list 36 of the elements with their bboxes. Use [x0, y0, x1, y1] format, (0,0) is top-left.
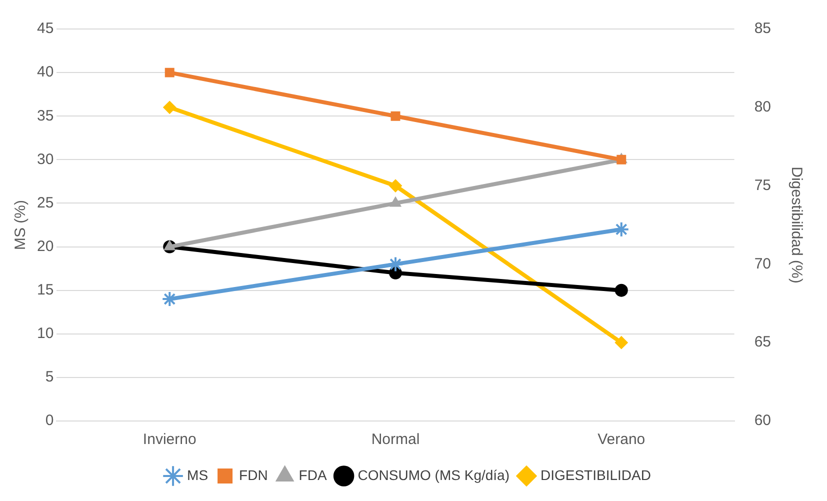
y2-tick-label: 70 — [754, 255, 772, 272]
legend-label: FDA — [298, 466, 328, 483]
legend-label: DIGESTIBILIDAD — [540, 466, 651, 483]
y-tick-label: 30 — [36, 150, 54, 168]
y-tick-label: 20 — [36, 238, 54, 255]
y2-tick-label: 85 — [754, 20, 772, 38]
point — [164, 240, 176, 250]
point — [389, 179, 402, 192]
point — [164, 68, 174, 78]
y2-axis-title: Digestibilidad (%) — [788, 166, 805, 284]
point — [614, 336, 628, 350]
y-tick-label: 45 — [36, 20, 54, 38]
legend-label: FDN — [239, 466, 268, 483]
x-tick-label: Verano — [598, 431, 646, 448]
x-tick-label: Invierno — [142, 431, 196, 448]
point — [613, 221, 630, 238]
y2-tick-label: 75 — [754, 176, 772, 194]
point — [163, 100, 176, 114]
point — [614, 284, 628, 297]
point — [388, 256, 404, 272]
legend-label: CONSUMO (MS Kg/día) — [358, 466, 510, 483]
y-tick-label: 0 — [45, 412, 54, 430]
y-tick-label: 40 — [36, 64, 54, 81]
legend-label: MS — [187, 466, 208, 483]
y-axis-title: MS (%) — [12, 200, 30, 250]
y-tick-label: 15 — [36, 281, 54, 298]
x-tick-label: Normal — [371, 431, 420, 448]
y2-tick-label: 60 — [754, 412, 772, 430]
y-tick-label: 10 — [36, 325, 54, 342]
point — [390, 111, 400, 121]
point — [390, 196, 402, 207]
y-tick-label: 35 — [36, 107, 54, 124]
y-tick-label: 25 — [36, 194, 54, 212]
y2-tick-label: 65 — [754, 334, 772, 351]
y-tick-label: 5 — [45, 368, 54, 386]
y2-tick-label: 80 — [754, 98, 772, 116]
